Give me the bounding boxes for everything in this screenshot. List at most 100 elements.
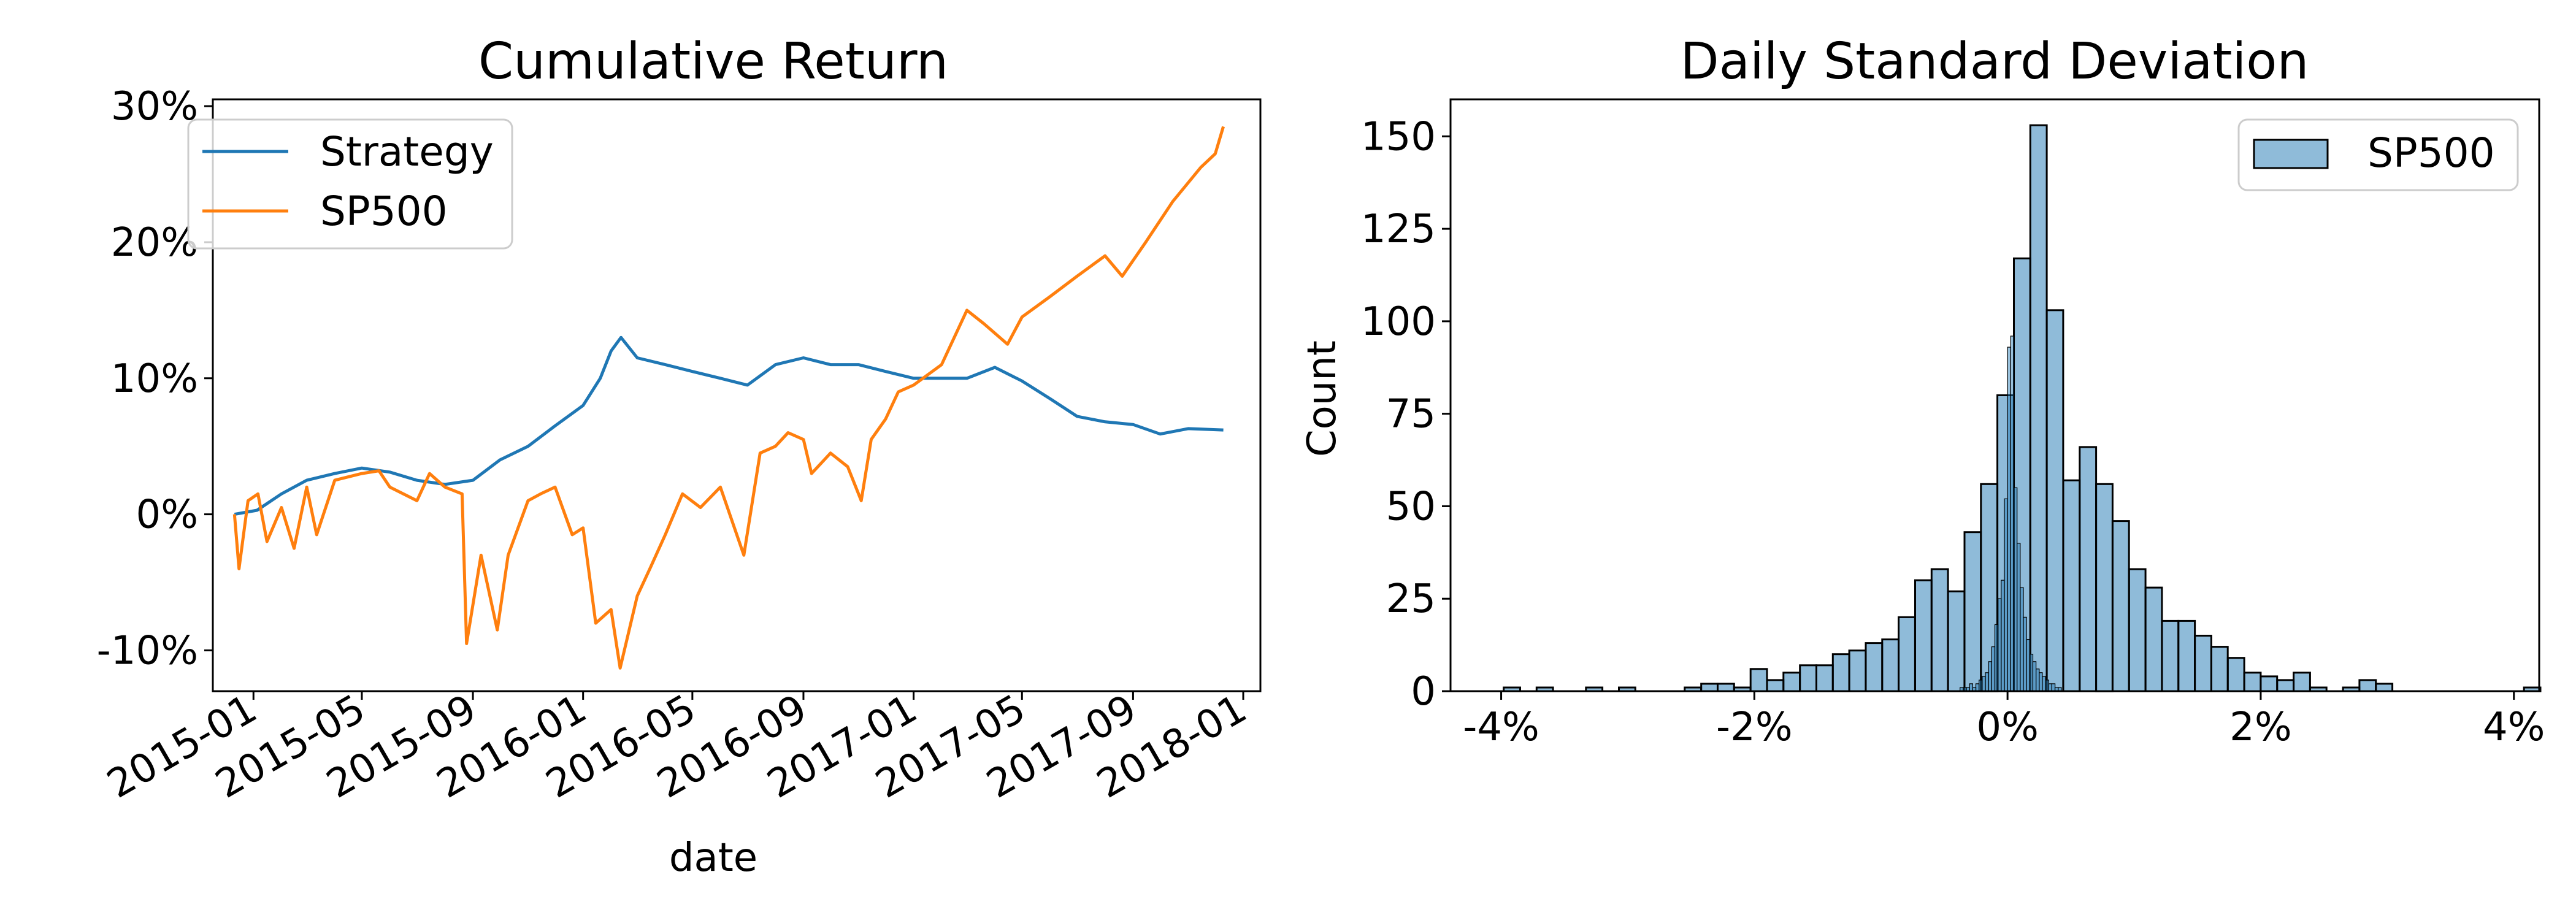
histogram-bar <box>2128 568 2147 692</box>
histogram-bar <box>1898 616 1916 692</box>
overlay-histogram-bar <box>2026 638 2030 692</box>
histogram-bar <box>1963 531 1982 692</box>
histogram-bar <box>1930 568 1949 692</box>
y-tick-label: 75 <box>1386 392 1436 437</box>
plot-frame <box>1449 98 2540 692</box>
histogram-bar <box>2243 672 2262 692</box>
cumulative-return-chart: Cumulative Return -10% 0% 10% 20% 30% 2015-0… <box>97 33 1262 881</box>
histogram-bar <box>2375 683 2394 692</box>
overlay-histogram-bar <box>2017 543 2021 692</box>
y-tick-label: 0% <box>136 492 198 538</box>
y-tick-label: 50 <box>1386 484 1436 529</box>
overlay-histogram-bar <box>2036 668 2040 692</box>
legend: SP500 <box>2237 118 2519 191</box>
histogram-bar <box>2111 520 2130 692</box>
x-axis: -4% -2% 0% 2% 4% <box>1463 691 2545 750</box>
histogram-bar <box>1799 664 1817 692</box>
histogram-bar <box>2210 646 2229 692</box>
y-tick-label: 25 <box>1386 576 1436 622</box>
chart-title: Daily Standard Deviation <box>1681 33 2309 91</box>
histogram-bar <box>2260 675 2279 692</box>
histogram-bar <box>1766 679 1785 692</box>
histogram-bar <box>2029 124 2048 692</box>
histogram-bar <box>1815 664 1834 692</box>
histogram-bar <box>2276 679 2295 692</box>
x-axis-label: date <box>669 835 757 881</box>
histogram-bar <box>1848 649 1867 692</box>
y-tick-label: -10% <box>97 628 198 673</box>
series-line-strategy <box>234 335 1224 516</box>
y-axis: -10% 0% 10% 20% 30% <box>97 84 213 673</box>
histogram-bar <box>2095 483 2114 692</box>
overlay-histogram-bar <box>2001 580 2005 692</box>
histogram-bar <box>2293 672 2311 692</box>
overlay-histogram-bar <box>1988 661 1992 692</box>
y-tick-label: 125 <box>1361 207 1436 252</box>
x-tick-label: 0% <box>1976 705 2039 750</box>
legend-label-strategy: Strategy <box>320 128 494 175</box>
histogram-bar <box>2144 586 2163 692</box>
legend-swatch-sp500 <box>2253 139 2329 169</box>
x-tick-label: 2% <box>2229 705 2292 750</box>
overlay-histogram-bar <box>2029 654 2034 692</box>
overlay-histogram-bar <box>2023 616 2027 692</box>
x-axis: 2015-012015-052015-092016-012016-052016-… <box>100 686 1254 808</box>
y-tick-label: 20% <box>111 220 198 266</box>
overlay-histogram-bar <box>1991 646 1996 692</box>
daily-std-histogram: Daily Standard Deviation 0 25 50 75 100 125 15… <box>1300 33 2545 750</box>
overlay-histogram-bar <box>1994 624 1999 692</box>
overlay-histogram-bar <box>2013 487 2018 692</box>
overlay-histogram-bar <box>2007 347 2011 692</box>
overlay-histogram-bar <box>2004 498 2008 692</box>
y-tick-label: 10% <box>111 356 198 402</box>
overlay-histogram-bar <box>1969 683 1973 692</box>
histogram-bar <box>1700 683 1719 692</box>
y-tick-label: 100 <box>1361 299 1436 345</box>
histogram-bar <box>2161 619 2180 692</box>
histogram-bar <box>2079 446 2098 692</box>
overlay-histogram-bar <box>2010 335 2015 692</box>
y-tick-label: 150 <box>1361 114 1436 159</box>
overlay-histogram-bar <box>2042 676 2046 692</box>
histogram-bar <box>1749 668 1768 692</box>
histogram-bar <box>1914 579 1933 692</box>
histogram-bar <box>2358 679 2377 692</box>
legend-label-sp500: SP500 <box>2367 129 2495 177</box>
x-tick-label: -4% <box>1463 705 1539 750</box>
histogram-bar <box>2226 657 2245 692</box>
legend-box <box>2237 118 2519 191</box>
legend: Strategy SP500 <box>187 118 513 250</box>
legend-label-sp500: SP500 <box>320 188 448 235</box>
overlay-histogram-bar <box>2039 672 2043 692</box>
histogram-bar <box>1947 590 1966 692</box>
histogram-bar <box>1865 642 1884 692</box>
histogram-bar <box>1831 653 1850 692</box>
overlay-histogram-bar <box>2048 683 2052 692</box>
y-axis-label: Count <box>1300 340 1345 457</box>
overlay-histogram-bar <box>2045 680 2049 692</box>
y-axis: 0 25 50 75 100 125 150 <box>1361 114 1451 714</box>
overlay-histogram-bar <box>1975 683 1980 692</box>
overlay-histogram-bar <box>1979 680 1983 692</box>
overlay-histogram-bar <box>1998 598 2002 692</box>
histogram-bar <box>1782 672 1801 692</box>
y-tick-label: 30% <box>111 84 198 129</box>
series-layer <box>232 126 1225 670</box>
histogram-bar <box>2177 619 2196 692</box>
histogram-bar <box>1717 683 1735 692</box>
overlay-histogram-bar <box>2020 587 2024 692</box>
chart-title: Cumulative Return <box>478 33 948 91</box>
plot-frame <box>212 98 1262 692</box>
overlay-histogram-bar <box>2032 661 2037 692</box>
overlay-histogram-bar <box>1985 672 1989 692</box>
histogram-bars <box>1503 124 2542 692</box>
histogram-bar <box>2062 479 2081 692</box>
x-tick-label: 4% <box>2483 705 2545 750</box>
overlay-histogram-bar <box>1982 676 1986 692</box>
series-line-sp500 <box>232 126 1225 670</box>
overlay-histogram-bar <box>2051 683 2056 692</box>
histogram-bar <box>2194 635 2212 692</box>
histogram-bar <box>2045 309 2064 692</box>
